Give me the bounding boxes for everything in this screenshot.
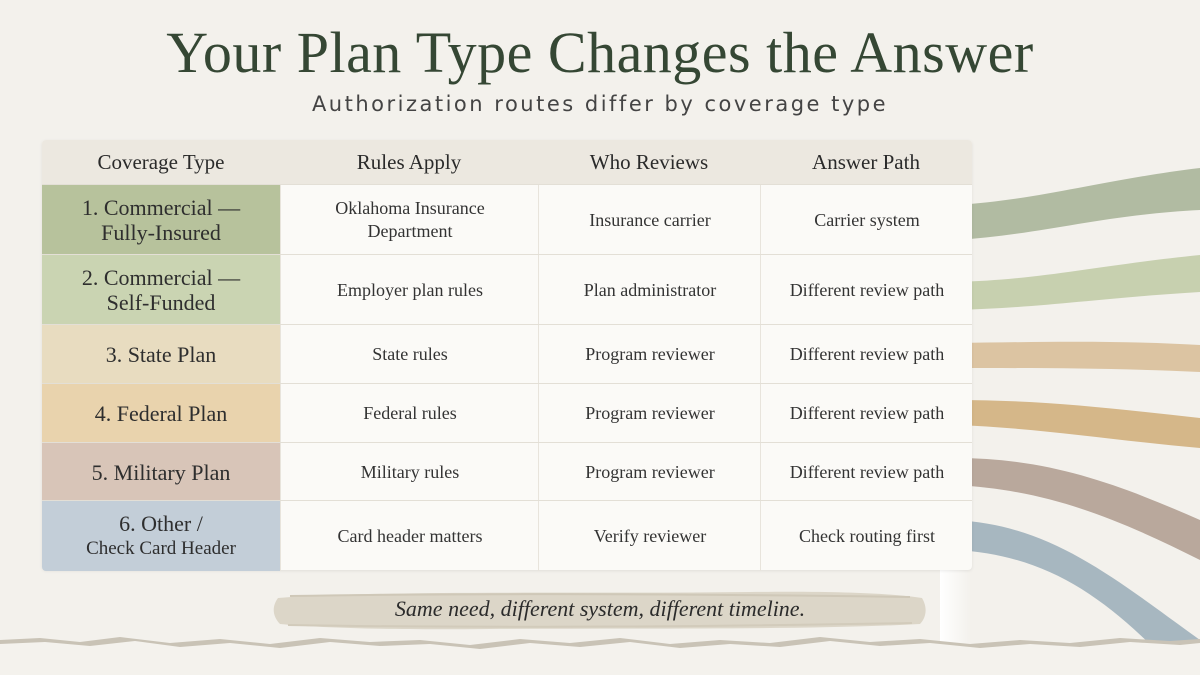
path-cell: Different review path	[760, 255, 973, 325]
table-row: 6. Other / Check Card Header Card header…	[42, 500, 972, 571]
rules-cell: Oklahoma Insurance Department	[280, 185, 539, 255]
rules-cell: Employer plan rules	[280, 255, 539, 325]
page-title: Your Plan Type Changes the Answer	[166, 20, 1034, 85]
coverage-cell: 6. Other / Check Card Header	[42, 501, 280, 571]
table-row: 4. Federal Plan Federal rules Program re…	[42, 383, 972, 443]
coverage-cell: 2. Commercial — Self-Funded	[42, 255, 280, 325]
path-cell: Different review path	[760, 443, 973, 501]
table-row: 2. Commercial — Self-Funded Employer pla…	[42, 254, 972, 325]
table-row: 3. State Plan State rules Program review…	[42, 324, 972, 384]
header-who-reviews: Who Reviews	[589, 150, 709, 174]
header-coverage-type: Coverage Type	[97, 150, 225, 174]
ribbon-5	[955, 458, 1200, 560]
path-cell: Different review path	[760, 325, 973, 384]
header-answer-path: Answer Path	[812, 150, 920, 174]
reviewer-cell: Program reviewer	[538, 384, 761, 443]
ribbon-4	[955, 400, 1200, 448]
coverage-cell: 1. Commercial — Fully-Insured	[42, 185, 280, 255]
reviewer-cell: Program reviewer	[538, 443, 761, 501]
coverage-cell: 4. Federal Plan	[42, 384, 280, 443]
table-row: 5. Military Plan Military rules Program …	[42, 442, 972, 501]
coverage-table: Coverage Type Rules Apply Who Reviews An…	[42, 140, 972, 571]
path-cell: Check routing first	[760, 501, 973, 571]
reviewer-cell: Program reviewer	[538, 325, 761, 384]
table-header: Coverage Type Rules Apply Who Reviews An…	[42, 140, 972, 184]
reviewer-cell: Insurance carrier	[538, 185, 761, 255]
table-row: 1. Commercial — Fully-Insured Oklahoma I…	[42, 184, 972, 255]
coverage-cell: 5. Military Plan	[42, 443, 280, 501]
path-cell: Different review path	[760, 384, 973, 443]
ribbon-3	[955, 341, 1200, 372]
rules-cell: Military rules	[280, 443, 539, 501]
reviewer-cell: Verify reviewer	[538, 501, 761, 571]
header-rules-apply: Rules Apply	[356, 150, 462, 174]
torn-paper-edge	[0, 637, 1200, 675]
coverage-cell: 3. State Plan	[42, 325, 280, 384]
rules-cell: Card header matters	[280, 501, 539, 571]
path-cell: Carrier system	[760, 185, 973, 255]
brush-stroke	[273, 591, 926, 630]
ribbon-1	[955, 168, 1200, 240]
footer-note: Same need, different system, different t…	[394, 596, 806, 621]
ribbon-2	[955, 255, 1200, 310]
rules-cell: Federal rules	[280, 384, 539, 443]
reviewer-cell: Plan administrator	[538, 255, 761, 325]
rules-cell: State rules	[280, 325, 539, 384]
page-subtitle: Authorization routes differ by coverage …	[311, 92, 889, 116]
